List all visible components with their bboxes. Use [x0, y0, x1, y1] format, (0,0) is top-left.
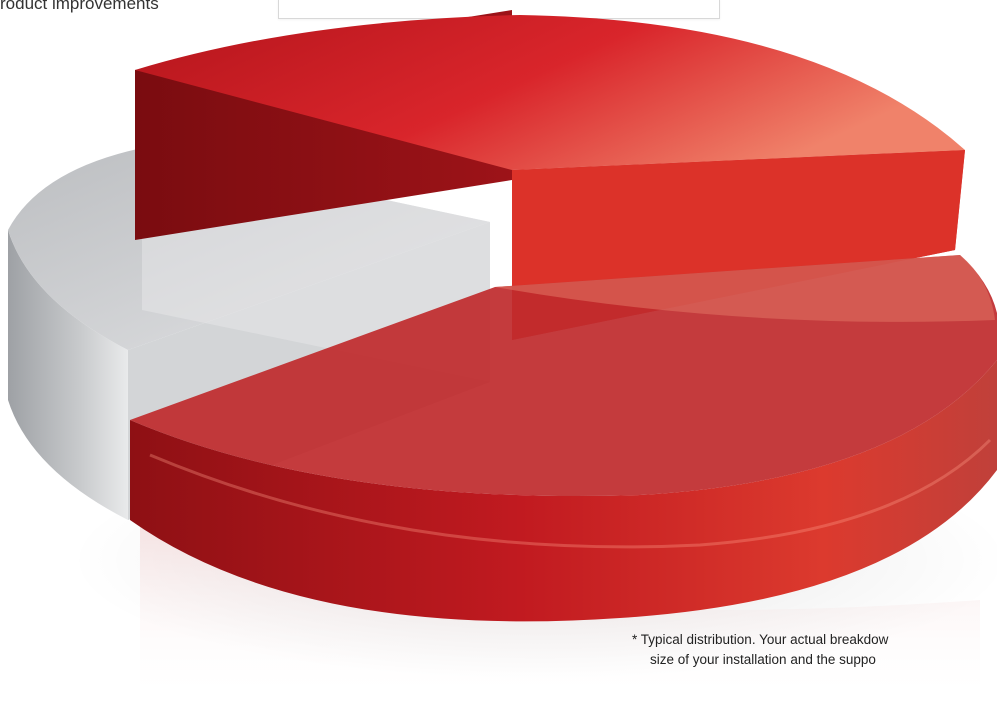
- footnote: * Typical distribution. Your actual brea…: [632, 630, 997, 670]
- footnote-line-1: * Typical distribution. Your actual brea…: [632, 632, 889, 647]
- footnote-line-2: size of your installation and the suppo: [650, 652, 876, 667]
- callout-label: roduct improvements: [0, 0, 159, 13]
- pie-slice-red-front: [130, 255, 997, 622]
- pie-slice-red-top: [135, 10, 965, 340]
